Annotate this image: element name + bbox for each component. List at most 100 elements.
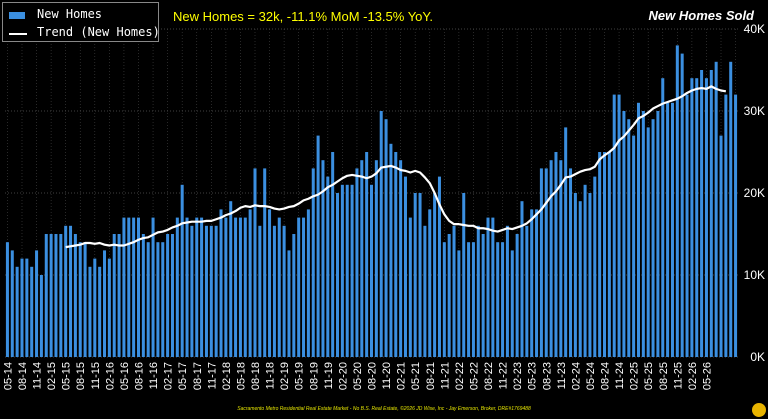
bar <box>93 258 97 357</box>
bar <box>355 168 359 357</box>
bar <box>690 78 694 357</box>
y-tick-label: 20K <box>744 186 765 200</box>
bar <box>5 242 9 357</box>
x-tick-label: 02-25 <box>629 362 641 390</box>
bar <box>661 78 665 357</box>
bar <box>122 217 126 357</box>
bar <box>593 176 597 357</box>
bar <box>418 193 422 357</box>
bar <box>229 201 233 357</box>
bar <box>306 209 310 357</box>
x-tick-label: 08-18 <box>250 362 262 390</box>
x-tick-label: 11-15 <box>90 362 102 389</box>
bar <box>632 135 636 357</box>
bar <box>39 275 43 357</box>
bar <box>559 160 563 357</box>
x-tick-label: 02-24 <box>570 362 582 390</box>
x-tick-label: 02-18 <box>221 362 233 390</box>
bar <box>564 127 568 358</box>
bar <box>277 217 281 357</box>
bar <box>311 168 315 357</box>
bar <box>724 94 728 357</box>
bar <box>258 225 262 357</box>
bar <box>520 201 524 357</box>
bar <box>336 193 340 357</box>
footer-credit: Sacramento Metro Residential Real Estate… <box>237 406 531 412</box>
x-tick-label: 08-19 <box>308 362 320 390</box>
bar <box>399 160 403 357</box>
bar <box>200 217 204 357</box>
bar <box>350 184 354 357</box>
x-tick-label: 02-22 <box>454 362 466 390</box>
bar <box>316 135 320 357</box>
bar <box>656 111 660 357</box>
bar <box>569 168 573 357</box>
y-tick-label: 0K <box>750 350 765 364</box>
x-tick-label: 05-17 <box>177 362 189 390</box>
bar <box>185 217 189 357</box>
bar <box>83 242 87 357</box>
bar <box>379 111 383 357</box>
bar <box>180 184 184 357</box>
bar <box>88 266 92 357</box>
bar <box>651 119 655 357</box>
bar <box>471 242 475 357</box>
chart-legend: New Homes Trend (New Homes) <box>2 2 160 42</box>
bar <box>64 225 68 357</box>
bar <box>685 94 689 357</box>
bar <box>365 152 369 357</box>
x-tick-label: 11-21 <box>439 362 451 389</box>
bar <box>578 201 582 357</box>
bar <box>680 53 684 357</box>
bar <box>297 217 301 357</box>
bar <box>403 176 407 357</box>
bar <box>714 61 718 358</box>
x-tick-label: 05-24 <box>585 362 597 390</box>
x-tick-label: 02-16 <box>104 362 116 390</box>
bar <box>272 225 276 357</box>
bar <box>695 78 699 357</box>
bar <box>224 217 228 357</box>
x-tick-label: 05-16 <box>119 362 131 390</box>
x-tick-label: 08-21 <box>425 362 437 390</box>
bar <box>15 266 19 357</box>
bar <box>525 225 529 357</box>
x-tick-label: 02-21 <box>396 362 408 390</box>
bar <box>423 225 427 357</box>
bar <box>331 152 335 357</box>
bar <box>10 250 14 357</box>
brand-logo-icon <box>752 403 766 417</box>
bar <box>384 119 388 357</box>
bar <box>636 102 640 357</box>
chart-subtitle: New Homes = 32k, -11.1% MoM -13.5% YoY. <box>173 9 434 24</box>
bar <box>670 102 674 357</box>
bar <box>433 193 437 357</box>
bar <box>73 234 77 357</box>
bar <box>700 70 704 357</box>
bar <box>98 266 102 357</box>
bar <box>107 258 111 357</box>
x-tick-label: 11-17 <box>206 362 218 389</box>
bar <box>704 78 708 357</box>
bar <box>622 111 626 357</box>
x-tick-label: 05-19 <box>294 362 306 390</box>
legend-swatch-line <box>9 33 27 35</box>
x-tick-label: 05-23 <box>527 362 539 390</box>
x-tick-label: 11-22 <box>498 362 510 389</box>
bar <box>413 193 417 357</box>
x-tick-label: 05-14 <box>2 362 14 390</box>
bar <box>54 234 58 357</box>
y-tick-label: 10K <box>744 268 765 282</box>
bar <box>539 168 543 357</box>
bar <box>530 209 534 357</box>
y-tick-label: 30K <box>744 104 765 118</box>
bar <box>132 217 136 357</box>
bar <box>25 258 29 357</box>
bar <box>214 225 218 357</box>
bar <box>607 152 611 357</box>
bar-series <box>5 45 738 358</box>
legend-label: New Homes <box>37 7 103 21</box>
bar <box>195 217 199 357</box>
bar <box>340 184 344 357</box>
